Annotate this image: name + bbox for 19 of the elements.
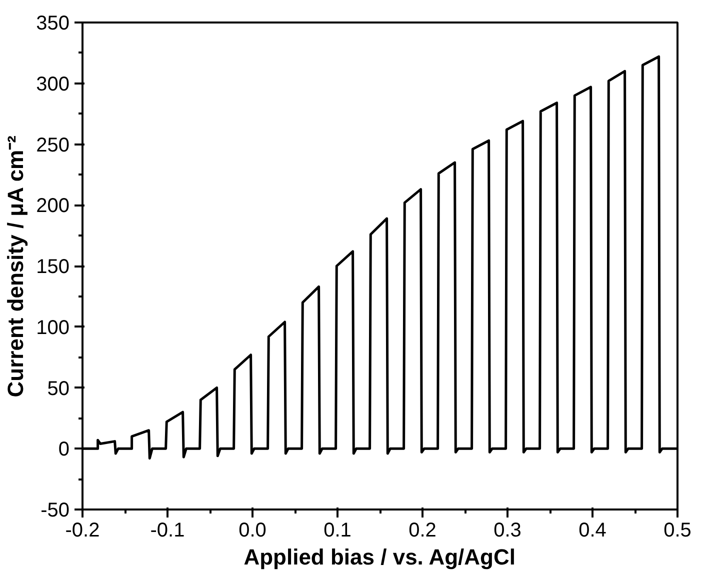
x-tick-label: -0.1: [150, 520, 185, 542]
x-tick-label: 0.5: [664, 520, 692, 542]
y-tick-label: 350: [36, 12, 70, 34]
x-tick-label: 0.1: [324, 520, 352, 542]
y-tick-label: 100: [36, 316, 70, 339]
x-tick-label: 0.2: [408, 520, 436, 542]
y-tick-label: -50: [40, 500, 70, 522]
x-tick-label: 0.3: [494, 520, 522, 542]
y-tick-label: 300: [36, 73, 70, 96]
x-tick-label: 0.0: [238, 520, 266, 542]
y-tick-label: 50: [47, 378, 70, 400]
y-tick-label: 0: [58, 438, 70, 461]
x-axis-title: Applied bias / vs. Ag/AgCl: [244, 544, 516, 570]
y-tick-label: 250: [36, 134, 70, 156]
x-tick-label: -0.2: [65, 520, 100, 542]
x-tick-label: 0.4: [578, 520, 606, 542]
y-axis-title: Current density / μA cm⁻²: [3, 136, 28, 398]
y-tick-label: 150: [36, 256, 70, 278]
y-tick-label: 200: [36, 195, 70, 218]
